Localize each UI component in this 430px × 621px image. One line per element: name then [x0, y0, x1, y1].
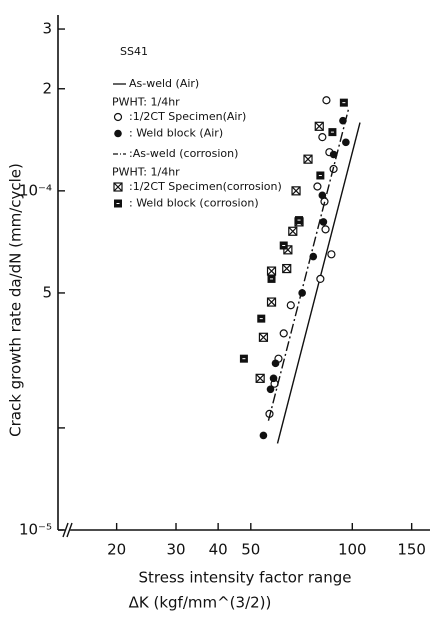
legend-label: : Weld block (Air) [129, 127, 223, 140]
marker-filled-circle [318, 191, 327, 200]
legend-label: :1/2CT Specimen(Air) [129, 110, 246, 123]
marker-filled-circle [269, 374, 278, 383]
annotation: SS41 [120, 45, 148, 58]
marker-filled-square [339, 98, 348, 107]
marker-hatched-square [266, 266, 277, 276]
hatch [314, 121, 324, 131]
hatch [288, 226, 298, 236]
marker-open-circle [322, 96, 331, 105]
y-tick-label: 10⁻⁴ [19, 181, 52, 199]
legend-label: :As-weld (corrosion) [129, 147, 238, 160]
circle [271, 359, 280, 368]
circle [316, 274, 325, 284]
circle [259, 431, 268, 440]
marker-hatched-square [314, 121, 324, 131]
marker-filled-circle [319, 218, 328, 226]
marker-open-circle [286, 301, 295, 310]
circle [114, 129, 122, 138]
x-tick-label: 40 [209, 541, 228, 559]
marker-hatched-square [266, 297, 277, 307]
circle [329, 150, 338, 159]
axis-break [61, 521, 73, 539]
circle [319, 218, 328, 226]
circle [318, 191, 327, 200]
x-tick-label: 100 [338, 541, 367, 559]
marker-hatched-square [255, 373, 265, 383]
legend-marker [113, 182, 123, 192]
hatch [303, 154, 313, 164]
circle [322, 96, 331, 105]
y-tick-label: 3 [42, 20, 52, 38]
marker-filled-square [328, 128, 337, 137]
legend-note: PWHT: 1/4hr [112, 96, 180, 109]
hatch [267, 266, 276, 276]
legend-marker [113, 112, 123, 122]
marker-hatched-square [258, 332, 269, 342]
hatch [267, 297, 276, 307]
marker-filled-square [267, 274, 276, 283]
x-tick-label: 50 [241, 541, 260, 559]
x-axis-unit: ΔK (kgf/mm^(3/2)) [129, 594, 272, 612]
marker-filled-square [279, 241, 288, 250]
marker-filled-square [239, 354, 248, 363]
legend-label: :1/2CT Specimen(corrosion) [129, 180, 282, 193]
axes [57, 15, 430, 539]
y-tick-label: 10⁻⁵ [19, 521, 52, 539]
marker-hatched-square [282, 263, 292, 274]
circle [318, 133, 327, 142]
x-tick-label: 30 [166, 541, 185, 559]
circle [113, 112, 123, 122]
circle [269, 374, 278, 383]
legend-marker [114, 129, 122, 138]
hatch [282, 264, 292, 273]
y-tick-label: 2 [42, 79, 52, 97]
marker-hatched-square [288, 226, 298, 236]
hatch [113, 182, 123, 192]
legend-label: As-weld (Air) [129, 77, 199, 90]
marker-filled-square [257, 314, 266, 323]
marker-filled-square [295, 216, 304, 225]
circle [321, 225, 330, 234]
circle [279, 329, 288, 338]
fit-line [267, 107, 350, 421]
marker-open-circle [327, 250, 336, 259]
circle [313, 182, 322, 191]
legend-marker [114, 199, 122, 208]
marker-hatched-square [303, 154, 313, 164]
marker-open-circle [318, 133, 327, 142]
legend-note: PWHT: 1/4hr [112, 166, 180, 179]
legend-label: : Weld block (corrosion) [129, 197, 259, 210]
hatch [255, 373, 265, 383]
marker-filled-circle [266, 385, 275, 394]
y-tick-label: 5 [42, 283, 52, 301]
marker-filled-circle [271, 359, 280, 368]
x-axis-title: Stress intensity factor range [139, 569, 352, 587]
marker-filled-square [316, 171, 325, 180]
circle [286, 301, 295, 310]
marker-open-circle [279, 329, 288, 338]
marker-filled-circle [342, 138, 350, 147]
x-tick-label: 150 [397, 541, 426, 559]
marker-open-circle [313, 182, 322, 191]
marker-filled-circle [259, 431, 268, 440]
circle [342, 138, 350, 147]
x-tick-label: 20 [107, 541, 126, 559]
hatch [291, 186, 301, 196]
fit-line [276, 122, 361, 444]
marker-hatched-square [291, 186, 301, 196]
circle [327, 250, 336, 259]
y-axis-title: Crack growth rate da/dN (mm/cycle) [7, 163, 25, 437]
circle [266, 385, 275, 394]
hatch [259, 332, 268, 342]
marker-open-circle [316, 274, 325, 284]
marker-filled-circle [329, 150, 338, 159]
marker-open-circle [321, 225, 330, 234]
